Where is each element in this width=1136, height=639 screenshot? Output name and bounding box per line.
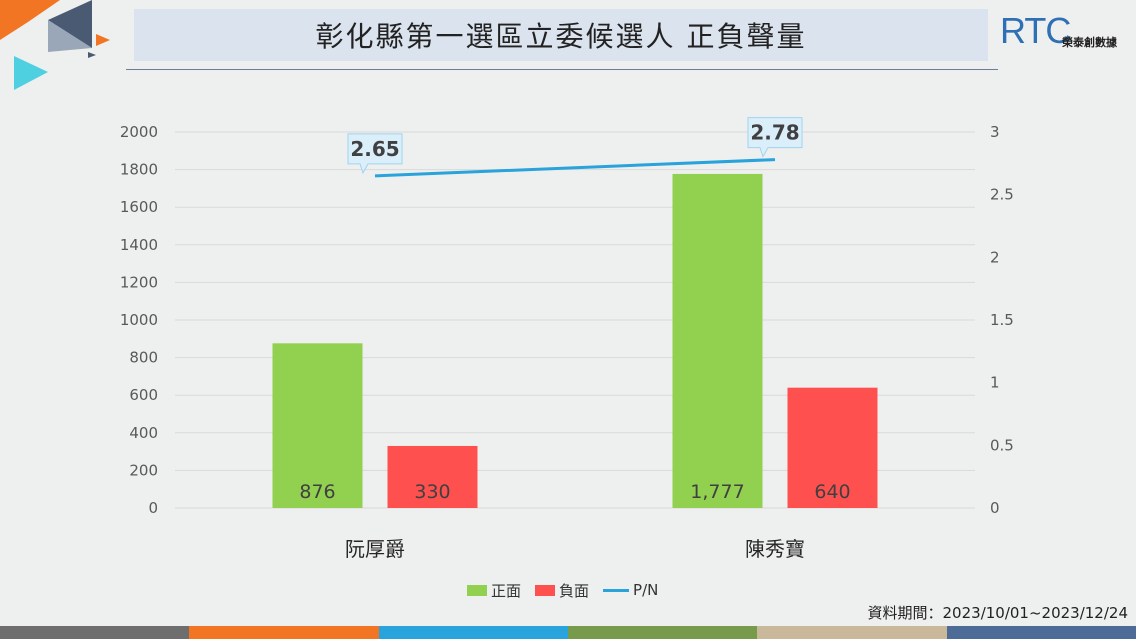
bar-line-chart: 0 200 400 600 800 1000 1200 1400 1600 1800 2000 0 0.… xyxy=(120,117,1014,561)
y-tick-label: 400 xyxy=(129,424,158,442)
logo-subtitle: 榮泰創數據 xyxy=(1062,36,1117,49)
y-tick-label: 200 xyxy=(129,461,158,479)
negative-bar xyxy=(787,387,878,508)
legend-swatch-positive xyxy=(467,584,487,596)
footer-stripe-3 xyxy=(567,626,758,639)
legend-swatch-ratio xyxy=(603,588,630,592)
y-tick-label: 600 xyxy=(129,386,158,404)
y2-tick-label: 3 xyxy=(990,123,1000,141)
logo-text: RTC xyxy=(1000,10,1071,51)
ratio-line xyxy=(374,158,776,178)
footer-stripe-2 xyxy=(378,626,568,639)
y-tick-label: 1200 xyxy=(120,273,158,291)
category-label: 阮厚爵 xyxy=(345,537,405,561)
legend-item-negative: 負面 xyxy=(535,580,589,601)
legend-swatch-negative xyxy=(535,584,556,596)
footer-stripe-5 xyxy=(946,626,1136,639)
y-tick-label: 1400 xyxy=(120,236,158,254)
legend-label-ratio: P/N xyxy=(633,581,659,599)
y2-tick-label: 2.5 xyxy=(990,186,1014,204)
y-tick-label: 800 xyxy=(129,349,158,367)
ratio-label-box xyxy=(747,117,803,158)
y2-tick-label: 1 xyxy=(990,374,1000,392)
bar-value-label: 330 xyxy=(414,481,450,503)
y-tick-label: 0 xyxy=(148,499,158,517)
legend-label-positive: 正面 xyxy=(491,581,522,600)
y2-tick-label: 2 xyxy=(990,248,1000,266)
y-tick-label: 1000 xyxy=(120,311,158,329)
y2-tick-label: 0 xyxy=(990,499,1000,517)
category-label: 陳秀寶 xyxy=(745,537,805,561)
bar-value-label: 876 xyxy=(299,481,335,503)
data-period: 資料期間：2023/10/01~2023/12/24 xyxy=(867,604,1128,622)
title-underline xyxy=(126,69,998,70)
legend-item-positive: 正面 xyxy=(467,580,521,601)
bar-value-label: 640 xyxy=(814,481,850,503)
footer-color-stripe xyxy=(0,626,1136,639)
y2-tick-label: 1.5 xyxy=(990,311,1014,329)
y-tick-label: 1800 xyxy=(120,161,158,179)
corner-decoration xyxy=(0,0,110,90)
negative-bar xyxy=(387,445,478,508)
ratio-value-label: 2.65 xyxy=(350,137,399,161)
page-title: 彰化縣第一選區立委候選人 正負聲量 xyxy=(315,20,807,53)
y-tick-label: 2000 xyxy=(120,123,158,141)
ratio-value-label: 2.78 xyxy=(750,121,799,145)
footer-stripe-4 xyxy=(757,626,947,639)
bar-value-label: 1,777 xyxy=(690,481,744,503)
legend-label-negative: 負面 xyxy=(559,581,590,600)
positive-bar xyxy=(272,343,363,508)
ratio-label-box xyxy=(347,133,403,175)
title-banner: 彰化縣第一選區立委候選人 正負聲量 xyxy=(134,9,988,61)
footer-stripe-0 xyxy=(0,626,190,639)
y2-tick-label: 0.5 xyxy=(990,436,1014,454)
chart-legend: 正面 負面 P/N xyxy=(467,580,666,600)
y-tick-label: 1600 xyxy=(120,198,158,216)
legend-item-ratio: P/N xyxy=(603,581,658,599)
positive-bar xyxy=(672,173,763,508)
footer-stripe-1 xyxy=(189,626,379,639)
brand-logo: RTC 榮泰創數據 xyxy=(1000,10,1130,54)
